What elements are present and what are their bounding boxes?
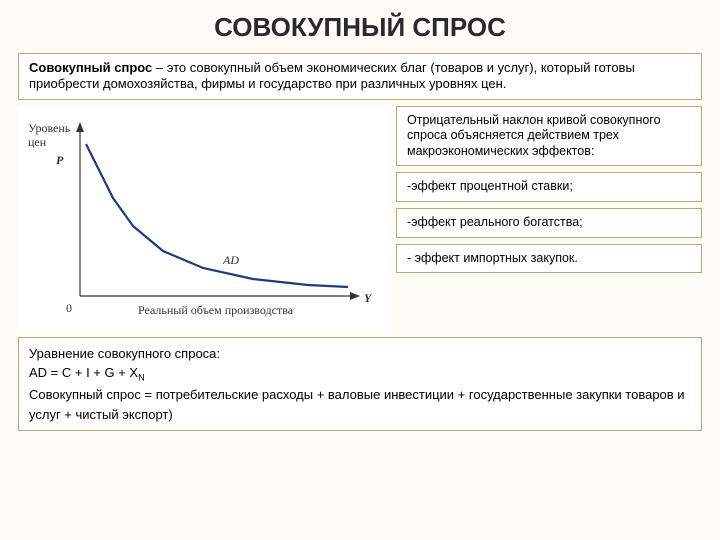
- svg-text:P: P: [56, 153, 64, 167]
- definition-box: Совокупный спрос – это совокупный объем …: [18, 53, 702, 100]
- effect-interest-rate-box: -эффект процентной ставки;: [396, 172, 702, 202]
- slide-title: СОВОКУПНЫЙ СПРОС: [18, 12, 702, 43]
- svg-text:0: 0: [66, 301, 72, 315]
- ad-chart: УровеньценP0Реальный объем производстваY…: [18, 106, 388, 331]
- effects-intro-box: Отрицательный наклон кривой совокупного …: [396, 106, 702, 167]
- equation-formula: AD = C + I + G + XN: [29, 363, 691, 385]
- effect-real-wealth-box: -эффект реального богатства;: [396, 208, 702, 238]
- slide: СОВОКУПНЫЙ СПРОС Совокупный спрос – это …: [0, 0, 720, 540]
- svg-text:Реальный объем производства: Реальный объем производства: [138, 303, 294, 317]
- equation-formula-main: AD = C + I + G + X: [29, 365, 138, 380]
- equation-formula-sub: N: [138, 373, 145, 383]
- definition-term: Совокупный спрос: [29, 60, 152, 75]
- chart-svg: УровеньценP0Реальный объем производстваY…: [18, 106, 388, 331]
- svg-text:цен: цен: [28, 135, 47, 149]
- equation-box: Уравнение совокупного спроса: AD = C + I…: [18, 337, 702, 432]
- effect-import-box: - эффект импортных закупок.: [396, 244, 702, 274]
- svg-text:AD: AD: [222, 253, 239, 267]
- equation-label: Уравнение совокупного спроса:: [29, 344, 691, 364]
- middle-row: УровеньценP0Реальный объем производстваY…: [18, 106, 702, 331]
- effects-column: Отрицательный наклон кривой совокупного …: [396, 106, 702, 331]
- svg-text:Уровень: Уровень: [28, 121, 71, 135]
- equation-expanded: Совокупный спрос = потребительские расхо…: [29, 385, 691, 424]
